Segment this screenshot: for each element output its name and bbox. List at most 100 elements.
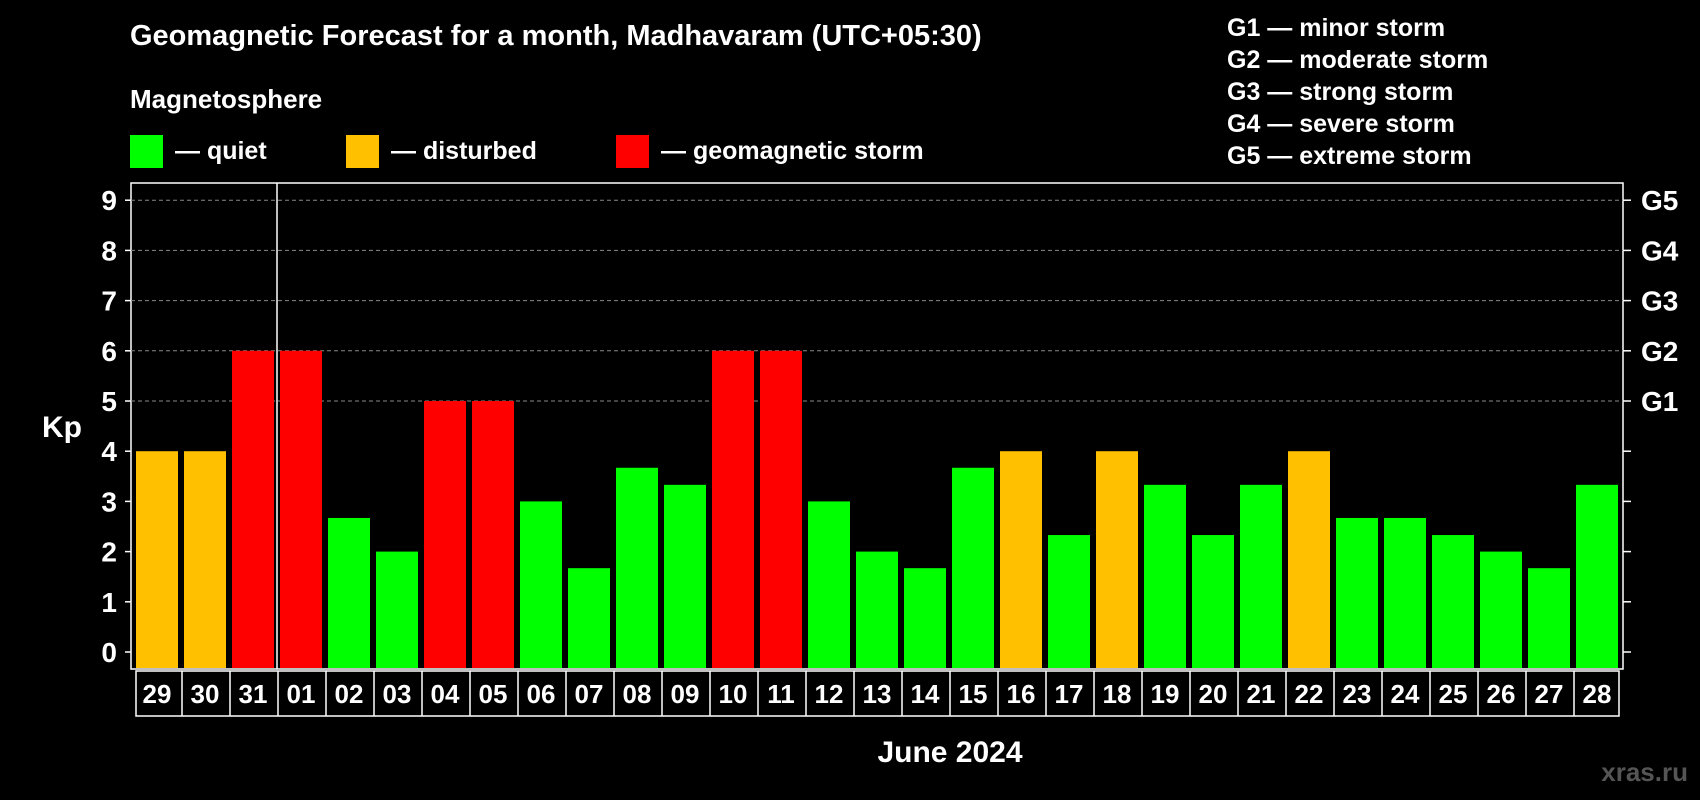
x-tick-label-28: 28 [1583, 679, 1612, 709]
y-tick-label: 3 [101, 486, 117, 517]
bar-06 [520, 501, 562, 668]
bar-09 [664, 484, 706, 668]
x-tick-label-06: 06 [527, 679, 556, 709]
bar-26 [1480, 551, 1522, 668]
x-tick-label-05: 05 [479, 679, 508, 709]
storm-level-g4: G4 — severe storm [1227, 110, 1455, 138]
bar-04 [424, 401, 466, 668]
legend-swatch-storm [616, 134, 649, 168]
bar-03 [376, 551, 418, 668]
bar-30 [184, 451, 226, 668]
legend-item-quiet: — quiet [130, 134, 267, 168]
x-tick-label-11: 11 [767, 679, 795, 709]
bar-13 [856, 551, 898, 668]
y-tick-label: 5 [101, 386, 117, 417]
legend-label-quiet: — quiet [175, 136, 267, 165]
storm-level-axis-label: G2 [1641, 336, 1678, 367]
watermark: xras.ru [1601, 757, 1688, 787]
storm-level-axis-label: G3 [1641, 286, 1678, 317]
x-tick-label-19: 19 [1151, 679, 1180, 709]
bar-27 [1528, 568, 1570, 668]
x-tick-label-13: 13 [863, 679, 892, 709]
y-tick-label: 0 [101, 637, 117, 668]
bar-11 [760, 350, 802, 668]
legend-item-storm: — geomagnetic storm [616, 134, 924, 168]
bar-10 [712, 350, 754, 668]
bar-12 [808, 501, 850, 668]
x-tick-label-18: 18 [1103, 679, 1132, 709]
x-tick-label-09: 09 [671, 679, 700, 709]
legend-label-disturbed: — disturbed [391, 136, 537, 165]
x-tick-label-23: 23 [1343, 679, 1372, 709]
x-tick-label-29: 29 [143, 679, 172, 709]
bar-23 [1336, 517, 1378, 668]
storm-level-g3: G3 — strong storm [1227, 78, 1454, 106]
bar-17 [1048, 535, 1090, 668]
x-tick-label-15: 15 [959, 679, 988, 709]
legend-swatch-quiet [130, 134, 163, 168]
bar-07 [568, 568, 610, 668]
bar-05 [472, 401, 514, 668]
x-tick-label-24: 24 [1391, 679, 1420, 709]
bar-15 [952, 467, 994, 668]
x-tick-label-30: 30 [191, 679, 220, 709]
bar-14 [904, 568, 946, 668]
storm-level-axis-label: G4 [1641, 235, 1679, 266]
x-tick-label-17: 17 [1055, 679, 1084, 709]
chart-title: Geomagnetic Forecast for a month, Madhav… [130, 20, 982, 52]
legend-item-disturbed: — disturbed [346, 134, 537, 168]
x-tick-label-20: 20 [1199, 679, 1228, 709]
storm-level-legend: G1 — minor storm G2 — moderate storm G3 … [1227, 12, 1488, 172]
x-tick-label-25: 25 [1439, 679, 1468, 709]
storm-level-g1: G1 — minor storm [1227, 14, 1446, 42]
x-tick-label-27: 27 [1535, 679, 1564, 709]
y-tick-label: 4 [101, 436, 117, 467]
x-tick-label-02: 02 [335, 679, 364, 709]
y-tick-label: 9 [101, 185, 117, 216]
x-tick-label-26: 26 [1487, 679, 1516, 709]
legend-label-storm: — geomagnetic storm [661, 136, 924, 165]
bar-18 [1096, 451, 1138, 668]
bar-08 [616, 467, 658, 668]
x-tick-label-16: 16 [1007, 679, 1036, 709]
x-tick-label-03: 03 [383, 679, 412, 709]
x-tick-label-22: 22 [1295, 679, 1324, 709]
storm-level-axis-label: G1 [1641, 386, 1678, 417]
bar-28 [1576, 484, 1618, 668]
storm-level-g5: G5 — extreme storm [1227, 142, 1472, 170]
storm-level-g2: G2 — moderate storm [1227, 46, 1489, 74]
y-tick-label: 7 [101, 286, 117, 317]
bar-01 [280, 350, 322, 668]
x-tick-label-01: 01 [287, 679, 316, 709]
bar-21 [1240, 484, 1282, 668]
y-tick-label: 2 [101, 537, 117, 568]
x-label-row [135, 670, 1620, 717]
y-tick-label: 8 [101, 235, 117, 266]
bar-20 [1192, 535, 1234, 668]
legend-swatch-disturbed [346, 134, 379, 168]
x-tick-label-10: 10 [719, 679, 748, 709]
legend-title: Magnetosphere [130, 84, 323, 114]
bar-31 [232, 350, 274, 668]
y-axis-title: Kp [42, 411, 82, 444]
bar-29 [136, 451, 178, 668]
y-tick-label: 6 [101, 336, 117, 367]
bar-16 [1000, 451, 1042, 668]
x-tick-label-21: 21 [1247, 679, 1276, 709]
bar-25 [1432, 535, 1474, 668]
bar-22 [1288, 451, 1330, 668]
y-tick-label: 1 [101, 587, 117, 618]
plot-frame [130, 182, 1624, 670]
x-tick-label-14: 14 [911, 679, 940, 709]
x-tick-label-31: 31 [239, 679, 268, 709]
storm-level-axis-label: G5 [1641, 185, 1678, 216]
x-tick-label-07: 07 [575, 679, 604, 709]
x-tick-label-12: 12 [815, 679, 844, 709]
bar-24 [1384, 517, 1426, 668]
x-tick-label-04: 04 [431, 679, 460, 709]
bar-02 [328, 517, 370, 668]
x-tick-label-08: 08 [623, 679, 652, 709]
bar-19 [1144, 484, 1186, 668]
x-axis-label: June 2024 [877, 736, 1023, 769]
